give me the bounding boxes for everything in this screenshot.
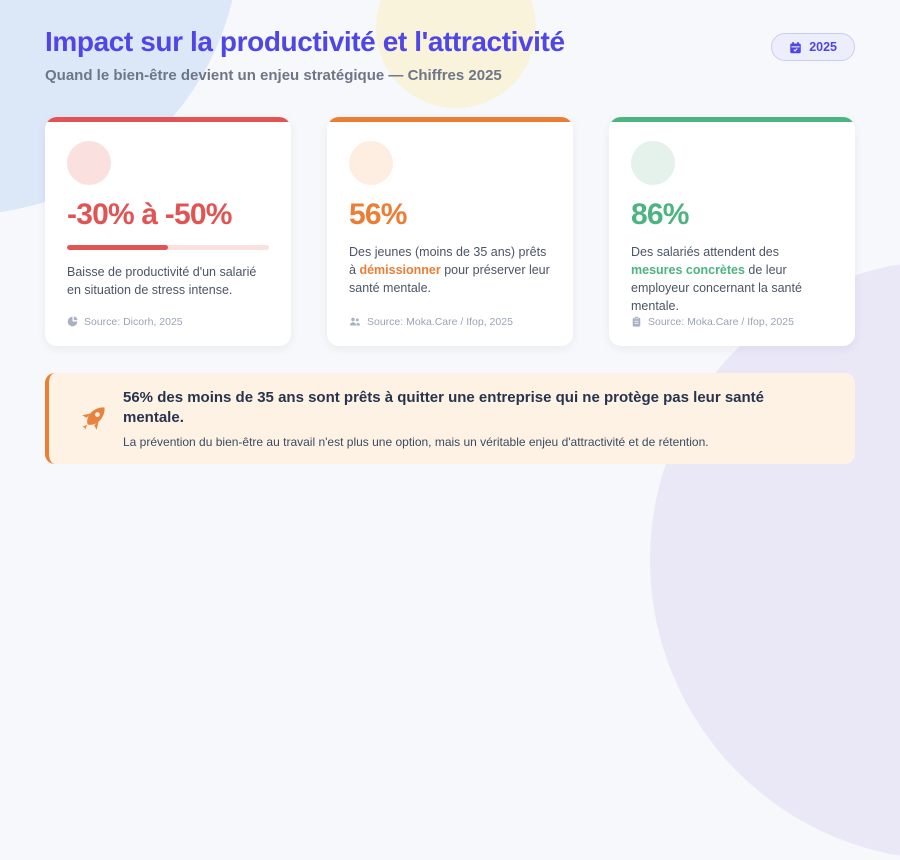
card-accent-bar [45, 117, 291, 122]
stat-value: 86% [631, 198, 689, 231]
stat-card-productivity: -30% à -50% Baisse de productivité d'un … [45, 117, 291, 346]
page-title: Impact sur la productivité et l'attracti… [45, 26, 565, 57]
page-subtitle: Quand le bien-être devient un enjeu stra… [45, 67, 502, 84]
progress-track [67, 245, 269, 250]
stat-description: Des salariés attendent des mesures concr… [631, 243, 833, 316]
stat-value: 56% [349, 198, 407, 231]
rocket-icon [82, 407, 105, 431]
pie-chart-icon [67, 316, 78, 327]
stat-icon-circle [349, 141, 393, 185]
description-text: Des jeunes (moins de 35 ans) prêts à [349, 245, 547, 278]
stat-icon-circle [67, 141, 111, 185]
year-badge-label: 2025 [809, 40, 837, 54]
stat-card-resignation: 56% Des jeunes (moins de 35 ans) prêts à… [327, 117, 573, 346]
source-text: Source: Dicorh, 2025 [84, 315, 183, 328]
card-body: 86% Des salariés attendent des mesures c… [609, 122, 855, 346]
clipboard-icon [632, 316, 641, 327]
source-line: Source: Moka.Care / Ifop, 2025 [349, 316, 551, 328]
card-body: 56% Des jeunes (moins de 35 ans) prêts à… [327, 122, 573, 346]
description-text: Baisse de productivité d'un salarié en s… [67, 265, 257, 298]
infographic-page: Impact sur la productivité et l'attracti… [45, 26, 855, 464]
stat-description: Des jeunes (moins de 35 ans) prêts à dém… [349, 243, 551, 297]
stat-description: Baisse de productivité d'un salarié en s… [67, 263, 269, 299]
source-line: Source: Moka.Care / Ifop, 2025 [631, 316, 833, 328]
header: Impact sur la productivité et l'attracti… [45, 26, 855, 84]
description-text: de leur employeur concernant la santé me… [631, 263, 802, 314]
stat-value: -30% à -50% [67, 198, 232, 231]
stat-card-expectations: 86% Des salariés attendent des mesures c… [609, 117, 855, 346]
description-text: Des salariés attendent des [631, 245, 780, 259]
users-icon [350, 317, 360, 326]
key-insight-callout: 56% des moins de 35 ans sont prêts à qui… [45, 372, 855, 464]
card-accent-bar [327, 117, 573, 122]
callout-title: 56% des moins de 35 ans sont prêts à qui… [123, 388, 765, 426]
header-text-block: Impact sur la productivité et l'attracti… [45, 26, 565, 84]
calendar-icon [790, 41, 801, 53]
card-accent-bar [609, 117, 855, 122]
callout-subtitle: La prévention du bien-être au travail n'… [123, 435, 709, 449]
callout-text-block: 56% des moins de 35 ans sont prêts à qui… [123, 388, 829, 450]
description-highlight: démissionner [359, 263, 441, 278]
progress-fill [67, 245, 168, 250]
source-text: Source: Moka.Care / Ifop, 2025 [648, 315, 794, 328]
stat-cards-row: -30% à -50% Baisse de productivité d'un … [45, 117, 855, 346]
card-body: -30% à -50% Baisse de productivité d'un … [45, 122, 291, 346]
source-text: Source: Moka.Care / Ifop, 2025 [367, 315, 513, 328]
description-text: pour préserver leur santé mentale. [349, 263, 550, 296]
callout-icon-box [65, 401, 123, 435]
stat-icon-circle [631, 141, 675, 185]
year-badge[interactable]: 2025 [771, 33, 855, 61]
source-line: Source: Dicorh, 2025 [67, 316, 269, 328]
description-highlight: mesures concrètes [631, 263, 745, 278]
